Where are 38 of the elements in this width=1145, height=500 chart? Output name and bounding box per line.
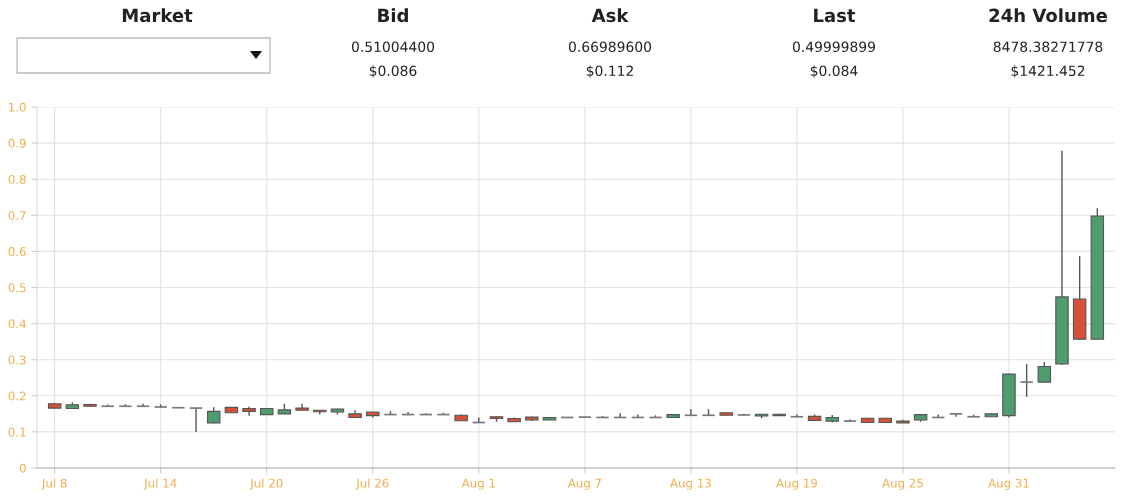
text: 8478.38271778: [993, 41, 1103, 53]
x-tick-label: Aug 13: [670, 478, 711, 490]
text: $1421.452: [1011, 65, 1085, 78]
text: Ask: [591, 8, 629, 23]
text: Market: [122, 8, 193, 23]
candlestick: [1019, 363, 1034, 398]
y-tick-label: 1.0: [9, 102, 26, 112]
x-tick-label: Jul 8: [41, 478, 67, 490]
y-tick-label: 0.2: [8, 391, 26, 401]
y-tick-label: 0.3: [8, 355, 26, 365]
text: $0.084: [810, 65, 858, 78]
y-tick-label: 0: [19, 463, 26, 473]
x-tick-label: Aug 31: [988, 478, 1029, 490]
candlestick: [683, 408, 698, 417]
x-tick-label: Jul 20: [249, 478, 283, 490]
text: Bid: [378, 8, 408, 23]
candlestick: [189, 407, 204, 433]
x-tick-label: Aug 7: [567, 478, 601, 490]
text: 0.49999899: [792, 41, 875, 53]
x-tick-label: Jul 26: [355, 478, 389, 490]
text: 0.51004400: [351, 41, 435, 53]
text: $0.086: [369, 65, 417, 78]
x-tick-label: Jul 14: [143, 478, 177, 490]
x-tick-label: Aug 25: [882, 478, 923, 490]
y-tick-label: 0.9: [8, 138, 26, 148]
x-tick-label: Aug 19: [776, 478, 817, 490]
y-tick-label: 0.1: [8, 427, 26, 437]
text: $0.112: [586, 65, 633, 78]
y-tick-label: 0.7: [8, 211, 26, 220]
candlestick: [1037, 361, 1052, 384]
text: 24h Volume: [989, 8, 1107, 23]
y-tick-label: 0.5: [8, 283, 26, 293]
x-tick-label: Aug 1: [461, 478, 495, 490]
y-tick-label: 0.6: [8, 247, 26, 257]
y-tick-label: 0.4: [8, 319, 26, 329]
text: Last: [814, 8, 856, 23]
y-tick-label: 0.8: [8, 174, 26, 184]
text: 0.66989600: [568, 41, 652, 53]
